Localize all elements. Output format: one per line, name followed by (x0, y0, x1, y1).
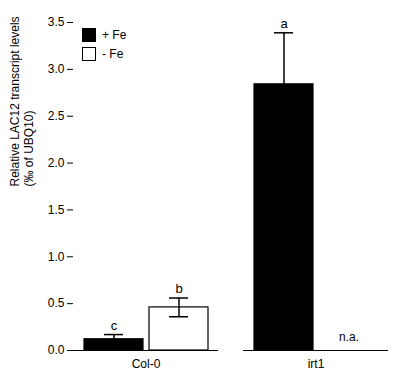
svg-text:2.0: 2.0 (48, 156, 65, 170)
svg-text:b: b (175, 281, 182, 296)
svg-text:n.a.: n.a. (339, 330, 359, 344)
svg-text:Relative LAC12 transcript leve: Relative LAC12 transcript levels(‰ of UB… (8, 16, 36, 186)
svg-text:1.0: 1.0 (48, 250, 65, 264)
svg-text:1.5: 1.5 (48, 203, 65, 217)
svg-text:a: a (280, 16, 288, 31)
svg-text:irt1: irt1 (308, 357, 325, 371)
html-text:- Fe: - Fe (102, 47, 124, 61)
svg-text:3.0: 3.0 (48, 62, 65, 76)
svg-text:c: c (111, 318, 118, 333)
svg-text:3.5: 3.5 (48, 15, 65, 29)
svg-text:Col-0: Col-0 (132, 357, 161, 371)
svg-text:0.5: 0.5 (48, 296, 65, 310)
svg-text:2.5: 2.5 (48, 109, 65, 123)
svg-text:0.0: 0.0 (48, 343, 65, 357)
html-text:+ Fe: + Fe (102, 28, 127, 42)
